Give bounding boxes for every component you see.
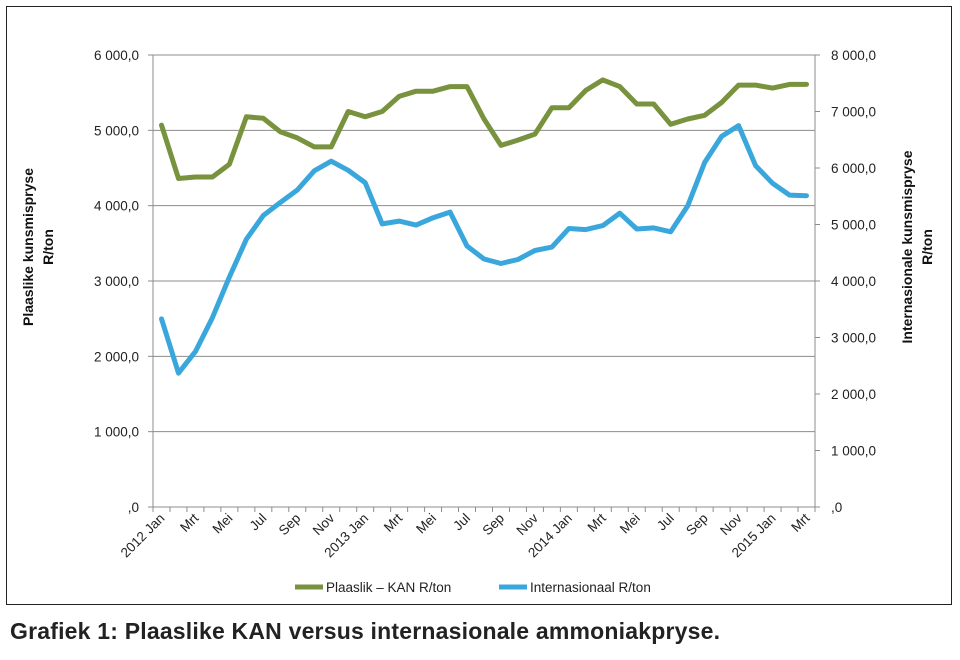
x-tick-label: Sep <box>683 511 711 539</box>
left-axis-title: Plaaslike kunsmispryse <box>20 168 36 326</box>
x-tick-label: Sep <box>479 511 507 539</box>
left-y-tick-label: 1 000,0 <box>94 425 139 440</box>
chart-frame: 6 000,0 5 000,0 4 000,0 3 000,0 2 000,0 1 000… <box>6 6 952 605</box>
right-y-tick-label: 3 000,0 <box>831 331 876 346</box>
right-axis-title-unit: R/ton <box>919 229 935 265</box>
right-y-ticks: 8 000,0 7 000,0 6 000,0 5 000,0 4 000,0 3 000… <box>831 48 876 515</box>
x-tick-label: Jul <box>450 511 473 534</box>
left-y-ticks: 6 000,0 5 000,0 4 000,0 3 000,0 2 000,0 1 000… <box>94 48 139 515</box>
right-y-tick-label: 5 000,0 <box>831 218 876 233</box>
legend: Plaaslik – KAN R/ton Internasionaal R/ton <box>295 580 651 595</box>
right-y-tick-label: 4 000,0 <box>831 274 876 289</box>
right-y-tick-label: 6 000,0 <box>831 161 876 176</box>
x-tick-label: Mei <box>210 511 236 537</box>
x-tick-label: Jul <box>654 511 677 534</box>
right-y-tick-label: 7 000,0 <box>831 105 876 120</box>
x-tick-label: Nov <box>310 510 338 538</box>
left-y-tick-label: 2 000,0 <box>94 349 139 364</box>
series-line-internasionaal <box>159 123 809 376</box>
left-y-tick-label: 6 000,0 <box>94 48 139 63</box>
series-line-plaaslik <box>159 77 809 181</box>
x-tick-label: Nov <box>513 510 541 538</box>
right-y-tick-label: 2 000,0 <box>831 387 876 402</box>
left-y-tick-label: 3 000,0 <box>94 274 139 289</box>
x-tick-label: 2012 Jan <box>118 511 168 561</box>
left-y-tick-label: ,0 <box>128 500 139 515</box>
x-tick-label: Sep <box>276 511 304 539</box>
series-lines <box>159 77 809 376</box>
legend-label-plaaslik: Plaaslik – KAN R/ton <box>326 580 451 595</box>
x-tick-label: Nov <box>717 510 745 538</box>
gridlines <box>153 54 815 433</box>
left-axis-title-unit: R/ton <box>40 229 56 265</box>
x-tick-label: Jul <box>247 511 270 534</box>
x-tick-label: Mrt <box>381 510 406 535</box>
x-tick-label: Mrt <box>177 510 202 535</box>
left-y-tick-label: 4 000,0 <box>94 199 139 214</box>
left-y-tick-label: 5 000,0 <box>94 123 139 138</box>
figure-caption: Grafiek 1: Plaaslike KAN versus internas… <box>10 618 721 644</box>
x-tick-label: Mei <box>413 511 439 537</box>
right-y-tick-label: ,0 <box>831 500 842 515</box>
x-tick-label: Mrt <box>585 510 610 535</box>
right-axis-title: Internasionale kunsmispryse <box>899 150 915 343</box>
axes <box>148 54 820 512</box>
x-tick-label: Mrt <box>788 510 813 535</box>
legend-label-internasionaal: Internasionaal R/ton <box>530 580 651 595</box>
right-y-tick-label: 8 000,0 <box>831 48 876 63</box>
x-tick-label: Mei <box>617 511 643 537</box>
line-chart: 6 000,0 5 000,0 4 000,0 3 000,0 2 000,0 1 000… <box>20 48 935 595</box>
right-y-tick-label: 1 000,0 <box>831 444 876 459</box>
